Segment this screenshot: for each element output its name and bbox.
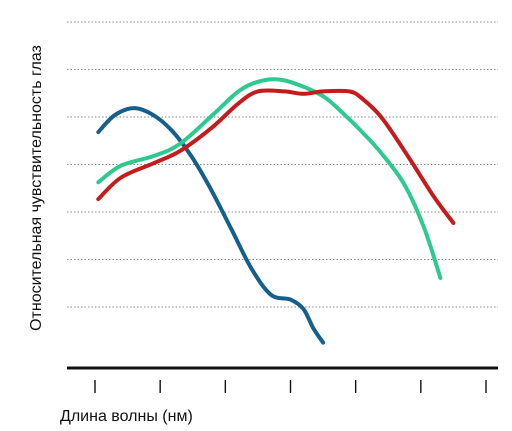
series-lines — [96, 77, 456, 345]
series-line-3 — [96, 88, 456, 225]
gridlines — [67, 21, 498, 308]
x-axis-title: Длина волны (нм) — [60, 408, 193, 425]
y-axis-title: Относительная чувствительность глаз — [28, 45, 45, 331]
series-line-1 — [96, 106, 326, 345]
x-axis-ticks — [94, 380, 487, 393]
series-line-2 — [96, 77, 443, 280]
